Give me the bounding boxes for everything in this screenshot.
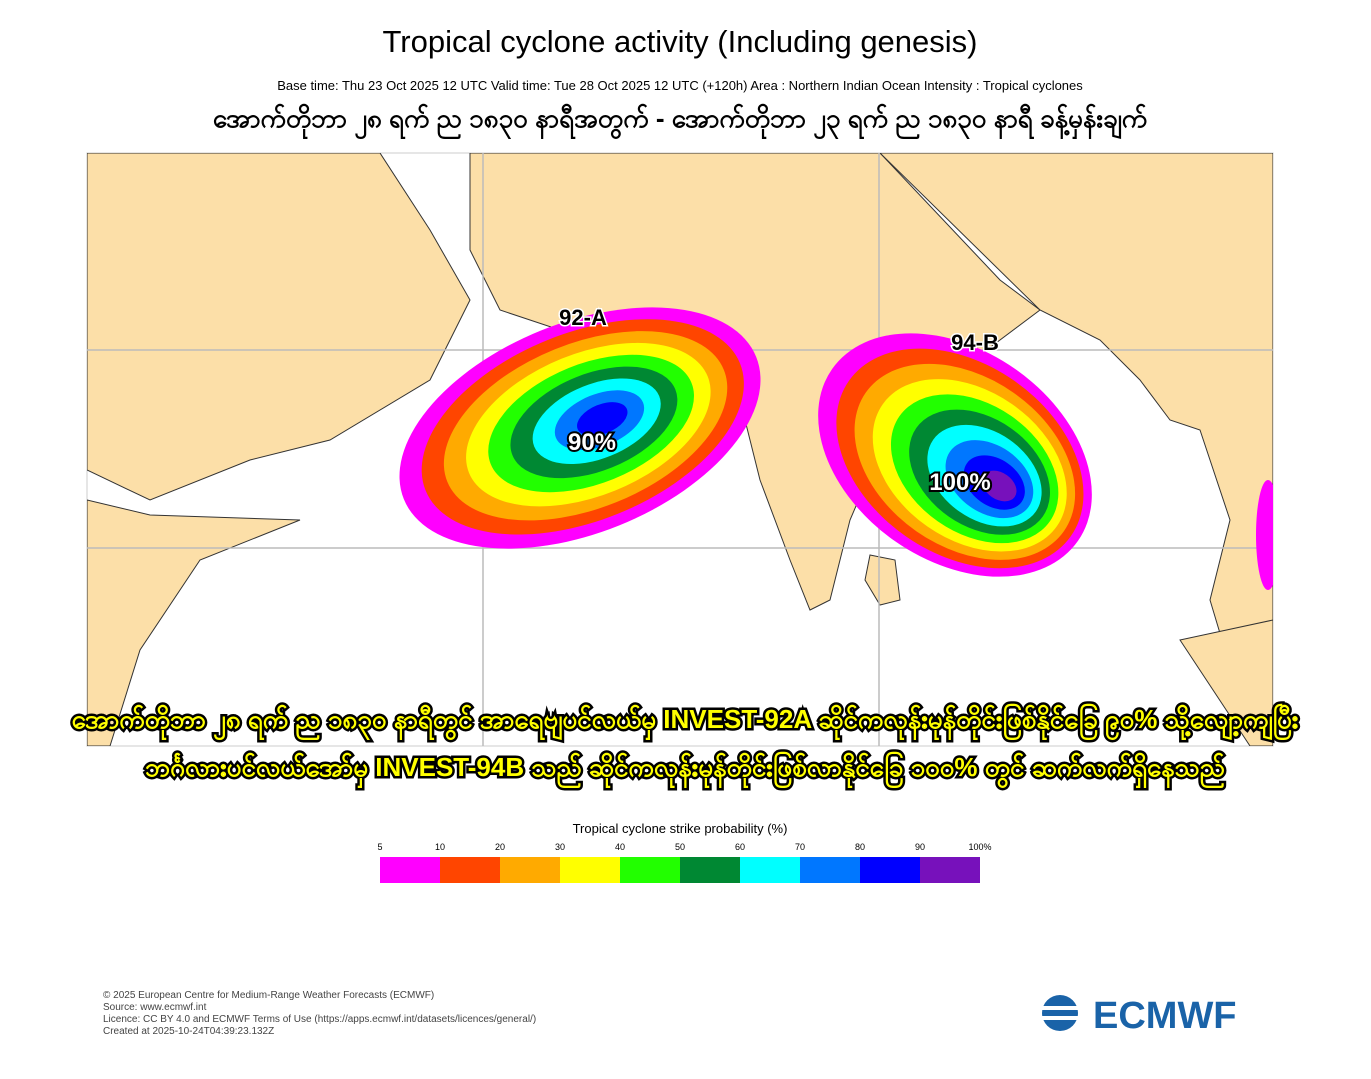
- colorbar-box: [560, 857, 620, 883]
- probability-94b: [818, 333, 1092, 577]
- colorbar-box: [500, 857, 560, 883]
- sumatra: [1179, 619, 1273, 746]
- subtitle: Base time: Thu 23 Oct 2025 12 UTC Valid …: [277, 78, 1083, 93]
- colorbar-tick-label: 80: [855, 842, 865, 852]
- colorbar-box: [800, 857, 860, 883]
- colorbar-tick-label: 5: [377, 842, 382, 852]
- system-name: 92-A: [559, 305, 607, 330]
- africa: [87, 499, 301, 746]
- caption: ဘင်္ဂလားပင်လယ်အော်မှ INVEST-94B သည် ဆိုင…: [145, 750, 1225, 789]
- system-probability: 90%: [568, 429, 616, 456]
- colorbar-tick-label: 90: [915, 842, 925, 852]
- footer-line: © 2025 European Centre for Medium-Range …: [103, 990, 434, 1001]
- logo-text: ECMWF: [1093, 995, 1237, 1037]
- sri-lanka: [864, 554, 901, 606]
- colorbar-box: [740, 857, 800, 883]
- colorbar-tick-label: 40: [615, 842, 625, 852]
- footer-line: Created at 2025-10-24T04:39:23.132Z: [103, 1026, 274, 1037]
- colorbar-tick-label: 60: [735, 842, 745, 852]
- footer-line: Source: www.ecmwf.int: [103, 1002, 207, 1013]
- map: 92-A 90% 94-B 100% အောက်တိုဘာ ၂၈ ရက် ည ၁…: [69, 152, 1301, 792]
- title: Tropical cyclone activity (Including gen…: [383, 24, 978, 59]
- colorbar-box: [620, 857, 680, 883]
- colorbar-box: [680, 857, 740, 883]
- system-probability: 100%: [929, 469, 990, 496]
- colorbar-tick-label: 10: [435, 842, 445, 852]
- system-name: 94-B: [951, 330, 999, 355]
- colorbar-title: Tropical cyclone strike probability (%): [573, 821, 788, 836]
- colorbar-tick-label: 20: [495, 842, 505, 852]
- footer-line: Licence: CC BY 4.0 and ECMWF Terms of Us…: [103, 1014, 536, 1025]
- colorbar-box: [380, 857, 440, 883]
- southeast-asia: [879, 153, 1273, 746]
- colorbar-box: [920, 857, 980, 883]
- probability-band: [577, 402, 628, 436]
- colorbar-tick-label: 50: [675, 842, 685, 852]
- probability-edge: [1256, 480, 1273, 590]
- arabia: [87, 153, 471, 501]
- colorbar-tick-label: 70: [795, 842, 805, 852]
- probability-band: [981, 470, 1017, 502]
- footer: © 2025 European Centre for Medium-Range …: [103, 990, 1237, 1037]
- colorbar-tick-label: 30: [555, 842, 565, 852]
- colorbar: Tropical cyclone strike probability (%) …: [377, 821, 992, 883]
- local-title: အောက်တိုဘာ ၂၈ ရက် ည ၁၈၃၀ နာရီအတွက် - အော…: [213, 103, 1148, 140]
- colorbar-box: [860, 857, 920, 883]
- colorbar-box: [440, 857, 500, 883]
- logo: ECMWF: [1036, 995, 1237, 1037]
- colorbar-tick-label: 100%: [968, 842, 991, 852]
- probability-92a: [399, 307, 761, 549]
